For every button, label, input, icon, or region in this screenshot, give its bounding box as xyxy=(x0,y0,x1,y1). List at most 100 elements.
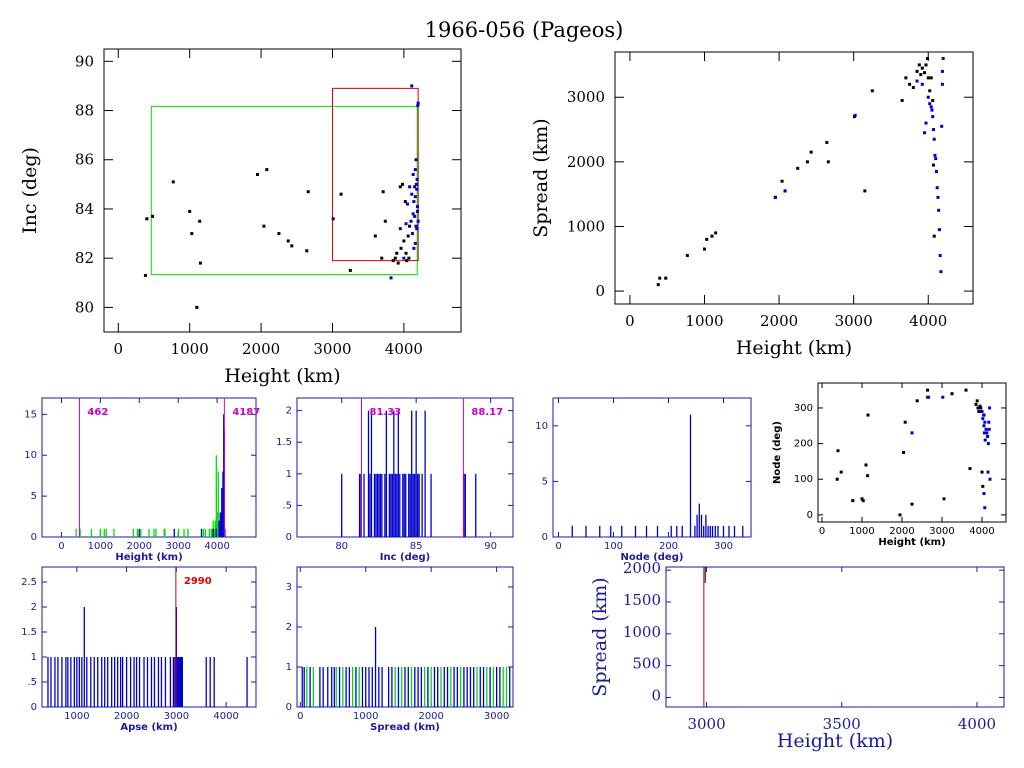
scatter-point xyxy=(919,73,923,77)
scatter-point xyxy=(937,228,941,232)
scatter-point xyxy=(851,499,855,503)
y-tick-label: 1.5 xyxy=(276,437,292,448)
x-axis-label: Height (km) xyxy=(736,337,852,359)
scatter-point xyxy=(413,195,417,199)
x-axis-label: Inc (deg) xyxy=(380,552,431,563)
scatter-point xyxy=(928,89,932,93)
scatter-point xyxy=(412,200,416,204)
scatter-point xyxy=(415,177,419,181)
scatter-point xyxy=(981,417,985,421)
scatter-point xyxy=(145,217,149,221)
x-tick-label: 3500 xyxy=(823,715,861,733)
scatter-point xyxy=(403,200,407,204)
y-tick-label: 1 xyxy=(31,652,37,663)
x-tick-label: 3000 xyxy=(835,312,873,330)
scatter-point xyxy=(853,113,857,117)
scatter-point xyxy=(783,189,787,193)
scatter-point xyxy=(658,276,662,280)
scatter-point xyxy=(286,239,290,243)
x-tick-label: 80 xyxy=(335,541,348,552)
scatter-point xyxy=(903,420,907,424)
scatter-point xyxy=(195,305,199,309)
x-axis-label: Height (km) xyxy=(224,365,340,387)
y-tick-label: 2000 xyxy=(567,153,605,171)
x-tick-label: 90 xyxy=(484,541,497,552)
x-tick-label: 2000 xyxy=(760,312,798,330)
x-axis-label: Apse (km) xyxy=(120,722,177,733)
y-tick-label: 0 xyxy=(286,702,292,713)
y-tick-label: 2000 xyxy=(623,559,661,577)
y-tick-label: .5 xyxy=(27,677,37,688)
scatter-point xyxy=(935,186,939,190)
green-selection-box xyxy=(150,105,418,276)
scatter-point xyxy=(413,168,417,172)
scatter-point xyxy=(984,427,988,431)
scatter-point xyxy=(987,427,991,431)
x-tick-label: 100 xyxy=(604,541,623,552)
figure-title: 1966-056 (Pageos) xyxy=(425,18,624,42)
scatter-point xyxy=(664,276,668,280)
scatter-point xyxy=(926,388,930,392)
y-tick-label: 10 xyxy=(535,421,548,432)
x-tick-label: 3000 xyxy=(164,711,189,722)
x-tick-label: 0 xyxy=(625,312,635,330)
scatter-point xyxy=(917,63,921,67)
scatter-point xyxy=(143,273,147,277)
x-axis-label: Height (km) xyxy=(878,537,945,548)
y-tick-label: 0 xyxy=(31,702,37,713)
scatter-point xyxy=(408,185,412,189)
scatter-point xyxy=(391,259,395,263)
x-tick-label: 4000 xyxy=(204,541,229,552)
scatter-point xyxy=(809,150,813,154)
x-tick-label: 0 xyxy=(819,526,825,537)
chart-spread_vs_height: 0 1000 2000 3000 4000 0 1000 2000 3000 Height (km… xyxy=(530,51,974,359)
scatter-point xyxy=(410,84,414,88)
x-tick-label: 2000 xyxy=(418,711,443,722)
scatter-point xyxy=(415,204,419,208)
marker-label: 81.33 xyxy=(370,407,402,418)
scatter-point xyxy=(705,237,709,241)
x-tick-label: 4000 xyxy=(213,711,238,722)
scatter-point xyxy=(407,256,411,260)
scatter-point xyxy=(198,219,202,223)
scatter-point xyxy=(306,190,310,194)
x-axis-label: Height (km) xyxy=(777,730,893,752)
scatter-point xyxy=(923,71,927,75)
scatter-point xyxy=(398,227,402,231)
chart-spread_hist: 0 1000 2000 3000 0 1 2 3 Spread (km) xyxy=(286,566,514,733)
scatter-point xyxy=(910,502,914,506)
scatter-point xyxy=(978,410,982,414)
scatter-point xyxy=(982,491,986,495)
scatter-point xyxy=(930,108,934,112)
scatter-point xyxy=(982,413,986,417)
scatter-point xyxy=(940,69,944,73)
y-tick-label: 100 xyxy=(794,474,813,485)
scatter-point xyxy=(395,251,399,255)
scatter-point xyxy=(937,208,941,212)
scatter-point xyxy=(389,276,393,280)
x-tick-label: 1000 xyxy=(171,340,209,358)
scatter-point xyxy=(290,244,294,248)
chart-spread_vs_height_zoom: 3000 3500 4000 0 500 1000 1500 2000 Height (km) S… xyxy=(589,559,1005,752)
scatter-point xyxy=(836,449,840,453)
y-tick-label: 0 xyxy=(651,686,661,704)
scatter-point xyxy=(926,56,930,60)
scatter-point xyxy=(870,89,874,93)
scatter-point xyxy=(920,66,924,70)
x-tick-label: 85 xyxy=(410,541,423,552)
y-tick-label: 2 xyxy=(286,406,292,417)
scatter-point xyxy=(796,166,800,170)
scatter-point xyxy=(413,185,417,189)
scatter-point xyxy=(932,234,936,238)
scatter-point xyxy=(931,128,935,132)
scatter-point xyxy=(411,212,415,216)
y-tick-label: 1 xyxy=(286,662,292,673)
scatter-point xyxy=(860,497,864,501)
y-tick-label: 2 xyxy=(286,622,292,633)
plot-frame xyxy=(614,51,974,305)
scatter-point xyxy=(915,399,919,403)
x-tick-label: 200 xyxy=(659,541,678,552)
scatter-point xyxy=(861,499,865,503)
scatter-point xyxy=(714,231,718,235)
scatter-point xyxy=(983,420,987,424)
